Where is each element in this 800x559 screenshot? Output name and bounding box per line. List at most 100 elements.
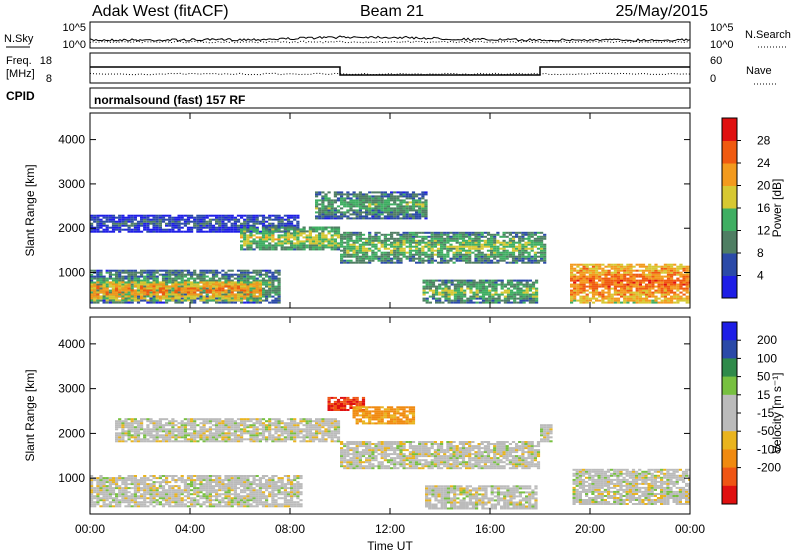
cell xyxy=(146,229,149,231)
cell xyxy=(443,244,446,246)
cell xyxy=(488,282,491,284)
cell xyxy=(409,217,412,219)
cell xyxy=(444,298,447,300)
cell xyxy=(262,221,265,223)
cell xyxy=(171,219,174,221)
cell xyxy=(481,240,484,242)
cell xyxy=(96,278,99,280)
cell xyxy=(592,278,595,280)
cell xyxy=(218,217,221,219)
cell xyxy=(159,231,162,233)
cell xyxy=(318,217,321,219)
cell xyxy=(661,276,664,278)
cell xyxy=(359,211,362,213)
cell xyxy=(131,291,134,293)
cell xyxy=(421,236,424,238)
cell xyxy=(491,302,494,304)
cell xyxy=(265,246,268,248)
cell xyxy=(478,232,481,234)
cell xyxy=(268,215,271,217)
cell xyxy=(259,236,262,238)
cell xyxy=(253,221,256,223)
cell xyxy=(583,266,586,268)
cell xyxy=(658,290,661,292)
cell xyxy=(109,274,112,276)
cell xyxy=(296,228,299,230)
cell xyxy=(639,274,642,276)
cell xyxy=(409,209,412,211)
cell xyxy=(396,260,399,262)
cell xyxy=(137,276,140,278)
cell xyxy=(178,274,181,276)
cell xyxy=(446,246,449,248)
cell xyxy=(134,299,137,301)
cell xyxy=(576,276,579,278)
cell xyxy=(676,296,679,298)
cell xyxy=(203,295,206,297)
cell xyxy=(331,246,334,248)
echo-region-0 xyxy=(90,475,303,507)
cell xyxy=(271,240,274,242)
cell xyxy=(543,236,546,238)
cell xyxy=(535,300,538,302)
cell xyxy=(121,302,124,304)
cell xyxy=(199,299,202,301)
cell xyxy=(212,280,215,282)
cell xyxy=(608,266,611,268)
cell xyxy=(237,221,240,223)
cell xyxy=(187,505,190,507)
cell xyxy=(384,203,387,205)
cell xyxy=(359,246,362,248)
cell xyxy=(246,278,249,280)
cell xyxy=(524,252,527,254)
cell xyxy=(393,244,396,246)
noise-tick-right-bottom: 10^0 xyxy=(710,39,734,51)
cell xyxy=(506,232,509,234)
cell xyxy=(162,295,165,297)
cell xyxy=(171,270,174,272)
cell xyxy=(93,276,96,278)
cell xyxy=(259,297,262,299)
cell xyxy=(479,288,482,290)
cell xyxy=(431,242,434,244)
cell xyxy=(496,246,499,248)
cell xyxy=(146,287,149,289)
cell xyxy=(356,197,359,199)
cell xyxy=(281,230,284,232)
cell xyxy=(265,221,268,223)
cell xyxy=(586,296,589,298)
cell xyxy=(482,290,485,292)
cell xyxy=(381,217,384,219)
cell xyxy=(156,302,159,304)
cell xyxy=(128,270,131,272)
cell xyxy=(485,294,488,296)
cell xyxy=(209,227,212,229)
cell xyxy=(654,270,657,272)
cell xyxy=(586,286,589,288)
cell xyxy=(271,232,274,234)
cell xyxy=(243,272,246,274)
cell xyxy=(633,284,636,286)
cell xyxy=(620,292,623,294)
cell xyxy=(462,234,465,236)
cell xyxy=(337,209,340,211)
cell xyxy=(679,276,682,278)
cell xyxy=(96,274,99,276)
cell xyxy=(399,250,402,252)
cell xyxy=(415,217,418,219)
cell xyxy=(196,285,199,287)
cell xyxy=(96,497,99,499)
cell xyxy=(103,289,106,291)
cell xyxy=(453,232,456,234)
cell xyxy=(321,207,324,209)
cell xyxy=(353,256,356,258)
cell xyxy=(589,276,592,278)
cell xyxy=(490,244,493,246)
cell xyxy=(620,282,623,284)
cell xyxy=(441,302,444,304)
cell xyxy=(249,297,252,299)
cell xyxy=(293,244,296,246)
cell xyxy=(346,191,349,193)
cell xyxy=(510,290,513,292)
cell xyxy=(240,248,243,250)
